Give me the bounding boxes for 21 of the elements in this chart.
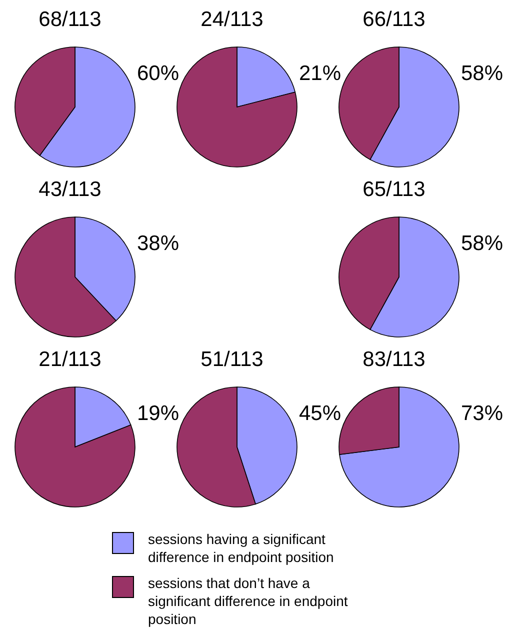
chart-title: 43/113 — [38, 178, 102, 202]
pie-slice — [339, 386, 460, 508]
chart-title: 68/113 — [38, 8, 102, 32]
legend-label: sessions having a significant difference in endpoint position — [148, 530, 335, 566]
legend-label: sessions that don’t have a significant difference in endpoint position — [148, 574, 349, 628]
chart-title: 65/113 — [362, 178, 426, 202]
chart-title: 51/113 — [200, 348, 264, 372]
data-label: 60% — [137, 62, 180, 85]
chart-title: 83/113 — [362, 348, 426, 372]
data-label: 58% — [461, 232, 504, 255]
pie-slice — [176, 46, 298, 168]
pie-slice — [14, 386, 136, 508]
data-label: 19% — [137, 402, 180, 425]
data-label: 73% — [461, 402, 504, 425]
data-label: 58% — [461, 62, 504, 85]
data-label: 21% — [299, 62, 342, 85]
chart-title: 24/113 — [200, 8, 264, 32]
chart-title: 21/113 — [38, 348, 102, 372]
chart-title: 66/113 — [362, 8, 426, 32]
data-label: 38% — [137, 232, 180, 255]
data-label: 45% — [299, 402, 342, 425]
